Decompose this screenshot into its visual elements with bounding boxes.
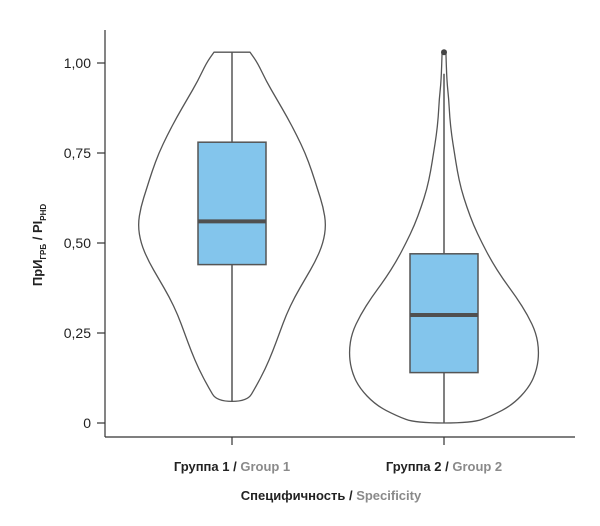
x-axis-label-ru: Специфичность <box>241 488 346 503</box>
y-axis-label-en-sub: PHD <box>39 204 48 221</box>
y-axis-label-en: PI <box>30 221 45 233</box>
y-tick-label-3: 0,75 <box>64 145 91 161</box>
x-tick-label-1: Группа 1 / Group 1 <box>174 459 290 474</box>
x-tick-label-2: Группа 2 / Group 2 <box>386 459 502 474</box>
x-tick-label-ru-2: Группа 2 <box>386 459 442 474</box>
x-tick-label-ru-1: Группа 1 <box>174 459 230 474</box>
axes-layer <box>104 30 575 438</box>
violins-layer <box>138 49 540 424</box>
y-tick-label-0: 0 <box>83 415 91 431</box>
y-tick-label-4: 1,00 <box>64 55 91 71</box>
x-ticks-layer: Группа 1 / Group 1 Группа 2 / Group 2 <box>174 437 502 474</box>
x-tick-label-en-2: Group 2 <box>452 459 502 474</box>
x-axis-label-en: Specificity <box>356 488 422 503</box>
box-iqr-1 <box>197 141 267 266</box>
y-axis-label-sep: / <box>30 233 45 244</box>
x-axis-label-sep: / <box>345 488 356 503</box>
y-tick-label-1: 0,25 <box>64 325 91 341</box>
y-ticks-layer: 0 0,25 0,50 0,75 1,00 <box>64 55 105 431</box>
y-tick-label-2: 0,50 <box>64 235 91 251</box>
y-axis-label: ПрИГРБ / PIPHD <box>30 204 48 287</box>
x-tick-label-en-1: Group 1 <box>240 459 290 474</box>
y-axis-label-ru-sub: ГРБ <box>39 244 48 260</box>
x-axis-label: Специфичность / Specificity <box>241 488 422 503</box>
violin-outline-1 <box>138 51 326 403</box>
outlier-point-2-1 <box>441 49 447 56</box>
x-tick-label-sep-1: / <box>229 459 240 474</box>
y-axis-label-ru: ПрИ <box>30 260 45 287</box>
x-tick-label-sep-2: / <box>441 459 452 474</box>
violin-outline-2 <box>348 51 540 424</box>
